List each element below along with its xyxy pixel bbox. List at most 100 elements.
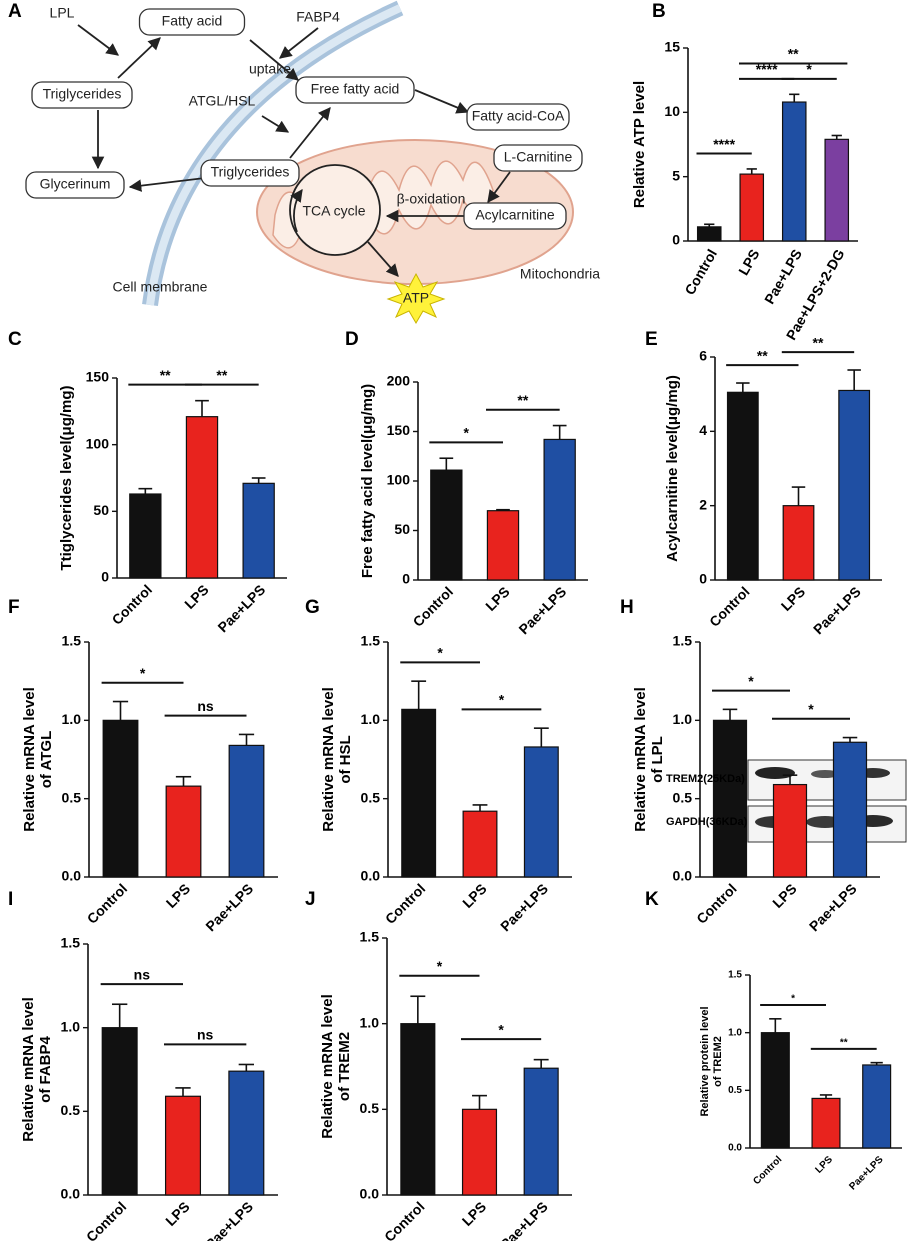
x-tick-label: LPS [735, 246, 762, 278]
x-tick-label: Control [381, 1198, 428, 1241]
significance-label: * [748, 673, 754, 689]
y-tick-label: 4 [699, 422, 707, 438]
y-tick-label: 0.0 [360, 1186, 380, 1202]
bar [486, 510, 520, 581]
bar [696, 226, 722, 242]
x-tick-label: Control [693, 880, 740, 927]
y-axis-label: Acylcarnitine level(μg/mg) [664, 375, 681, 562]
significance-label: ns [197, 698, 214, 714]
y-tick-label: 0 [101, 569, 109, 585]
diagram-label: β-oxidation [397, 191, 466, 207]
y-axis-label: Relative mRNA level [21, 687, 38, 832]
y-tick-label: 1.5 [61, 935, 81, 951]
y-axis-label: Relative mRNA level [319, 994, 336, 1139]
panel-label: D [345, 329, 359, 350]
bar [772, 783, 808, 878]
bar [101, 1027, 138, 1196]
bar [862, 1064, 892, 1149]
bar [726, 391, 759, 581]
node-box [466, 103, 570, 131]
y-tick-label: 10 [664, 103, 680, 119]
pathway-diagram: LPL Fatty acid FABP4 uptake Triglycerides ATG… [25, 0, 600, 324]
x-tick-label: Control [109, 581, 156, 628]
y-tick-label: 1.5 [62, 633, 82, 649]
chart-panel: B 0 5 10 15 Relative ATP level Control LPSPae+L… [631, 1, 858, 343]
significance-label: ** [517, 392, 528, 408]
x-tick-label: LPS [163, 880, 194, 911]
diagram-label: Mitochondria [520, 266, 600, 282]
significance-label: ** [813, 334, 824, 350]
x-tick-label: LPS [181, 581, 212, 612]
significance-label: ** [757, 347, 768, 363]
y-tick-label: 100 [86, 435, 110, 451]
chart-panel: D 0 50 100 150 200 Free fatty acid level(μg/mg… [345, 329, 588, 637]
panel-label: I [8, 889, 13, 910]
x-tick-label: Control [410, 583, 457, 630]
x-tick-label: Control [751, 1154, 784, 1187]
y-tick-label: 0 [672, 232, 680, 248]
bar [228, 744, 265, 878]
node-box [295, 76, 415, 104]
node-label: Triglycerides [211, 164, 290, 180]
node-label: Fatty acid [162, 13, 223, 29]
chart-panel: G 0.0 0.5 1.0 1.5 Relative mRNA level of HSL Co… [305, 597, 572, 934]
y-tick-label: 0 [402, 571, 410, 587]
y-tick-label: 50 [93, 502, 109, 518]
y-tick-label: 1.0 [61, 1018, 81, 1034]
y-axis-label: of FABP4 [37, 1036, 54, 1103]
bar [523, 746, 559, 878]
node-box [25, 171, 125, 199]
node-label: Glycerinum [40, 176, 111, 192]
significance-label: ns [197, 1027, 214, 1043]
y-tick-label: 0.0 [673, 868, 693, 884]
significance-label: * [463, 425, 469, 441]
bar [164, 1095, 202, 1196]
x-tick-label: LPS [459, 880, 490, 911]
significance-label: * [140, 665, 146, 681]
bar [129, 493, 162, 579]
node-label: Acylcarnitine [475, 207, 555, 223]
significance-label: * [498, 1021, 504, 1037]
significance-label: * [806, 61, 812, 77]
node-box [493, 144, 583, 172]
y-tick-label: 0.5 [61, 1102, 81, 1118]
panel-label: J [305, 889, 316, 910]
cell-membrane-inner [146, 4, 402, 306]
x-tick-label: Pae+LPS [515, 583, 569, 637]
significance-label: ns [134, 966, 151, 982]
atp-star [386, 272, 446, 324]
y-tick-label: 1.5 [673, 633, 693, 649]
bar [543, 438, 576, 581]
significance-label: ** [216, 367, 227, 383]
y-tick-label: 0.5 [360, 1100, 380, 1116]
tca-cycle [289, 164, 381, 256]
bar [824, 138, 850, 242]
blot-band [811, 770, 839, 778]
panel-label: B [652, 1, 666, 22]
y-tick-label: 1.0 [673, 711, 693, 727]
x-tick-label: LPS [813, 1154, 835, 1176]
bar [430, 469, 463, 581]
bar [461, 1108, 498, 1196]
y-tick-label: 2 [699, 496, 707, 512]
panel-label: G [305, 597, 320, 618]
bar [712, 719, 748, 878]
bar [811, 1097, 841, 1149]
bar [400, 1023, 436, 1196]
y-tick-label: 1.0 [728, 1027, 742, 1038]
chart-panel: F 0.0 0.5 1.0 1.5 Relative mRNA level of ATGL C… [8, 597, 278, 934]
significance-label: * [499, 692, 505, 708]
panel-label: A [8, 1, 22, 22]
bar [781, 101, 807, 242]
node-label: L-Carnitine [504, 149, 573, 165]
x-tick-label: Pae+LPS [202, 880, 256, 934]
chart-panel: E 0 2 4 6 Acylcarnitine level(μg/mg) Control LP… [645, 329, 882, 637]
y-tick-label: 200 [387, 373, 411, 389]
y-tick-label: 1.0 [361, 711, 381, 727]
significance-label: **** [756, 61, 778, 77]
x-tick-label: LPS [778, 583, 809, 614]
y-tick-label: 0.5 [361, 789, 381, 805]
y-tick-label: 1.5 [361, 633, 381, 649]
bar [242, 482, 275, 579]
x-tick-label: LPS [482, 583, 513, 614]
